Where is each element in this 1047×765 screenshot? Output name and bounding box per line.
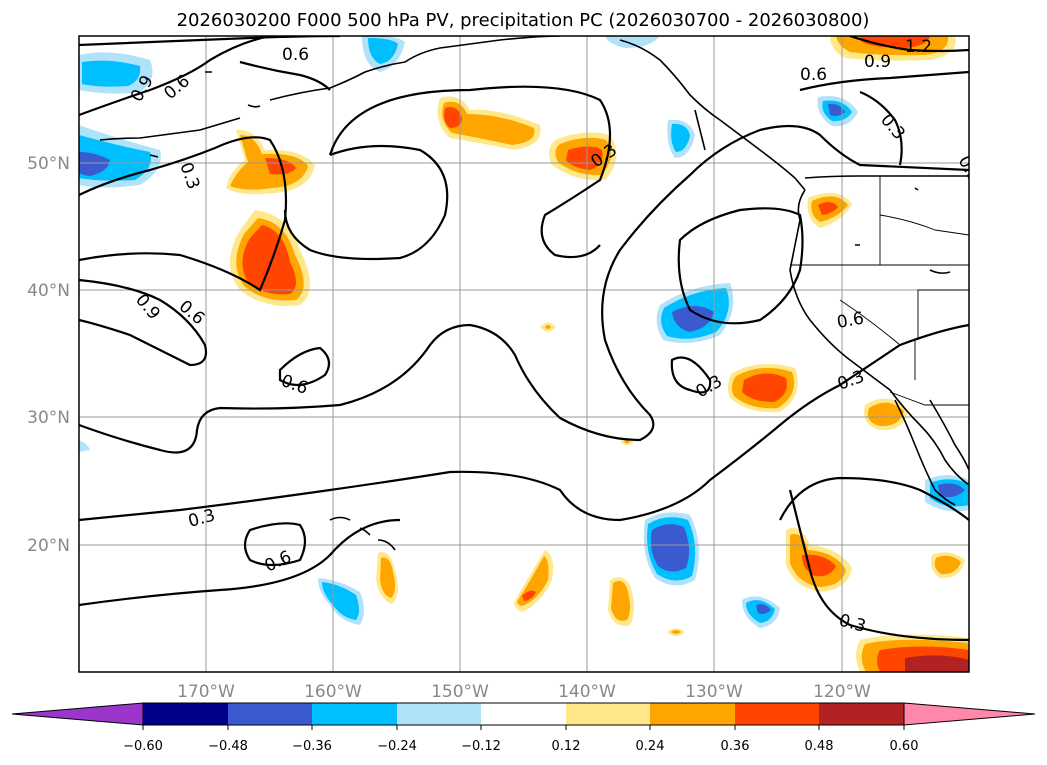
colorbar-tick-label: 0.12 xyxy=(552,739,581,754)
pv-contours xyxy=(79,36,969,642)
contour-label: 0.9 xyxy=(864,52,891,72)
lon-label: 170°W xyxy=(177,682,235,702)
lat-label: 50°N xyxy=(27,154,70,174)
colorbar-tick-label: 0.48 xyxy=(805,739,834,754)
colorbar-tick-label: −0.60 xyxy=(123,739,163,754)
colorbar-tick-label: −0.12 xyxy=(461,739,501,754)
colorbar-cell xyxy=(735,703,819,725)
lat-label: 40°N xyxy=(27,281,70,301)
lon-label: 150°W xyxy=(431,682,489,702)
political-borders xyxy=(790,176,969,406)
colorbar-cell xyxy=(143,703,228,725)
colorbar-tick-label: 0.60 xyxy=(890,739,919,754)
lon-label: 140°W xyxy=(558,682,616,702)
colorbar-extend-high xyxy=(903,702,1036,726)
colorbar-cell xyxy=(819,703,904,725)
map-title: 2026030200 F000 500 hPa PV, precipitatio… xyxy=(177,10,870,31)
colorbar-tick-label: 0.36 xyxy=(721,739,750,754)
colorbar-tick-label: −0.36 xyxy=(292,739,332,754)
lon-label: 130°W xyxy=(685,682,743,702)
map-frame xyxy=(78,35,970,673)
lat-label: 30°N xyxy=(27,408,70,428)
colorbar-cell xyxy=(312,703,397,725)
contour-label: 0.6 xyxy=(835,309,865,333)
contour-label: 1.2 xyxy=(905,37,932,57)
colorbar-tick-label: −0.24 xyxy=(377,739,417,754)
precip-anomaly-shading xyxy=(79,36,969,672)
lon-label: 160°W xyxy=(304,682,362,702)
contour-label: 0.6 xyxy=(282,45,309,65)
contour-label: 0.6 xyxy=(800,65,827,85)
lon-label: 120°W xyxy=(813,682,871,702)
colorbar-cell xyxy=(397,703,481,725)
colorbar-cell xyxy=(481,703,566,725)
lat-label: 20°N xyxy=(27,536,70,556)
colorbar-cell xyxy=(650,703,735,725)
map-area: 0.6 0.9 0.6 0.3 0.9 0.6 0.6 0.3 0.6 0.3 … xyxy=(79,36,969,672)
colorbar-cell xyxy=(228,703,312,725)
colorbar: −0.60 −0.48 −0.36 −0.24 −0.12 0.12 0.24 … xyxy=(11,702,1036,754)
colorbar-cell xyxy=(566,703,650,725)
longitude-labels: 170°W 160°W 150°W 140°W 130°W 120°W xyxy=(177,682,871,702)
coastlines xyxy=(99,36,969,551)
colorbar-extend-low xyxy=(11,702,144,726)
colorbar-tick-label: −0.48 xyxy=(208,739,248,754)
latitude-labels: 50°N 40°N 30°N 20°N xyxy=(27,154,70,556)
colorbar-tick-label: 0.24 xyxy=(636,739,665,754)
